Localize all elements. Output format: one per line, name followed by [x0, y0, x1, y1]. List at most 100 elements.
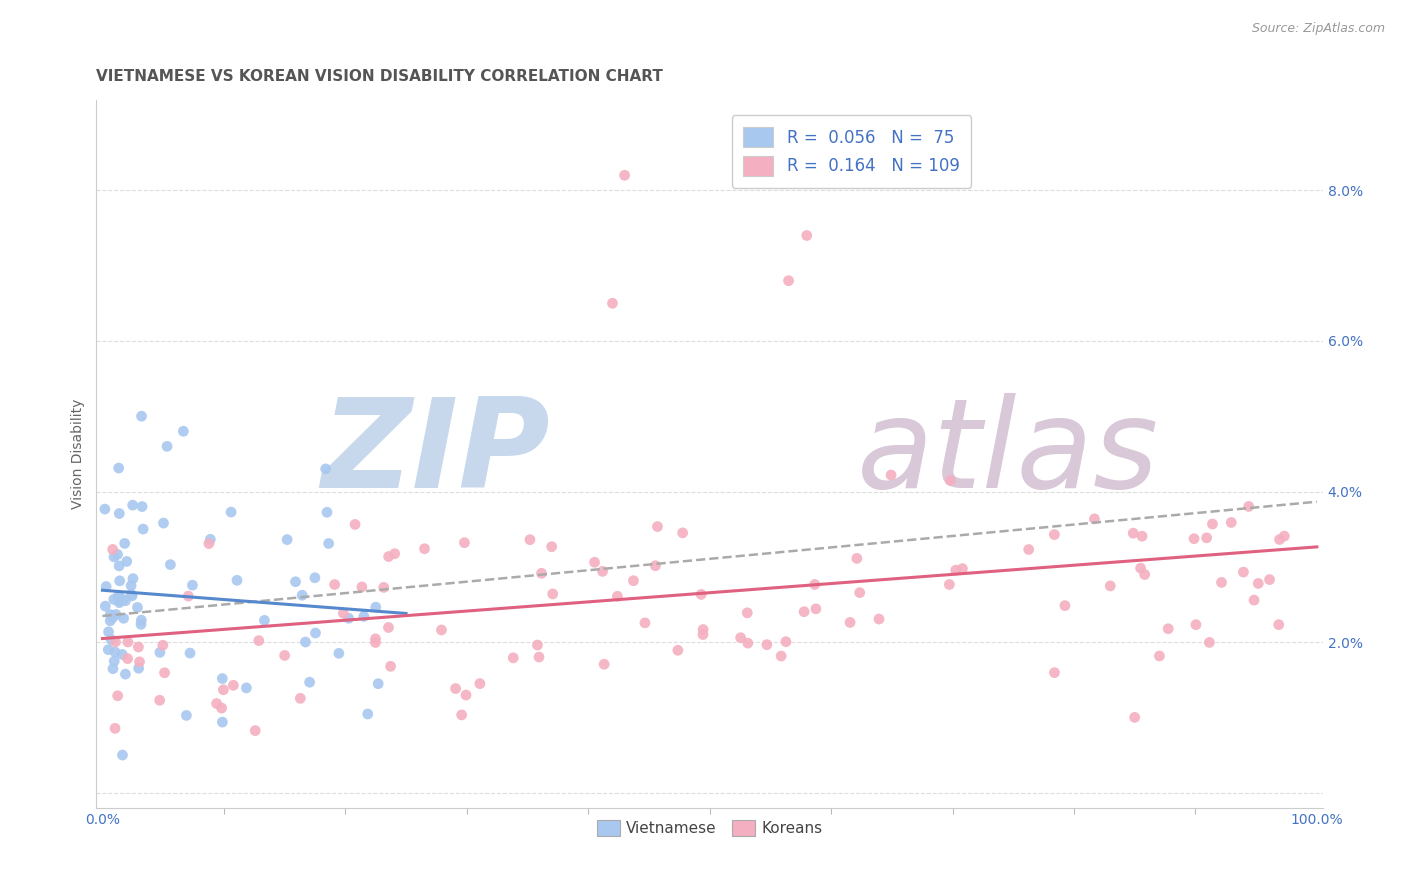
Point	[778, 274, 800, 288]
Point	[211, 672, 233, 686]
Point	[1043, 665, 1066, 680]
Point	[291, 588, 314, 602]
Point	[367, 677, 389, 691]
Point	[181, 578, 204, 592]
Point	[101, 610, 124, 624]
Point	[212, 682, 235, 697]
Point	[131, 500, 153, 514]
Point	[115, 554, 138, 568]
Point	[430, 623, 453, 637]
Point	[304, 571, 326, 585]
Point	[939, 474, 962, 488]
Point	[804, 602, 827, 616]
Point	[613, 168, 636, 182]
Point	[108, 558, 131, 573]
Point	[211, 715, 233, 730]
Point	[111, 747, 134, 762]
Point	[647, 519, 669, 533]
Point	[103, 549, 125, 564]
Point	[1243, 593, 1265, 607]
Point	[602, 296, 624, 310]
Point	[1122, 526, 1144, 541]
Point	[737, 606, 759, 620]
Point	[205, 697, 228, 711]
Point	[101, 662, 124, 676]
Point	[527, 650, 550, 665]
Point	[247, 633, 270, 648]
Point	[502, 650, 524, 665]
Point	[1053, 599, 1076, 613]
Point	[672, 525, 695, 540]
Point	[177, 589, 200, 603]
Point	[298, 675, 321, 690]
Point	[332, 607, 354, 621]
Point	[152, 516, 174, 530]
Point	[103, 592, 125, 607]
Point	[318, 536, 340, 550]
Point	[1198, 635, 1220, 649]
Point	[380, 659, 402, 673]
Point	[316, 505, 339, 519]
Point	[364, 600, 387, 615]
Point	[1258, 573, 1281, 587]
Point	[315, 462, 337, 476]
Point	[176, 708, 198, 723]
Point	[530, 566, 553, 581]
Point	[108, 590, 131, 604]
Point	[120, 587, 142, 601]
Point	[127, 600, 149, 615]
Point	[273, 648, 295, 663]
Point	[373, 581, 395, 595]
Point	[377, 620, 399, 634]
Y-axis label: Vision Disability: Vision Disability	[72, 399, 86, 509]
Point	[112, 593, 135, 607]
Point	[108, 596, 131, 610]
Point	[337, 611, 360, 625]
Point	[1201, 516, 1223, 531]
Point	[284, 574, 307, 589]
Point	[219, 505, 242, 519]
Point	[737, 636, 759, 650]
Point	[692, 623, 714, 637]
Point	[108, 574, 131, 588]
Point	[839, 615, 862, 630]
Point	[364, 632, 387, 646]
Point	[128, 661, 150, 675]
Point	[1099, 579, 1122, 593]
Point	[156, 439, 179, 453]
Point	[450, 707, 472, 722]
Point	[132, 522, 155, 536]
Point	[775, 634, 797, 648]
Point	[131, 409, 153, 424]
Point	[1185, 617, 1208, 632]
Point	[104, 645, 127, 659]
Point	[803, 577, 825, 591]
Point	[519, 533, 541, 547]
Point	[526, 638, 548, 652]
Point	[540, 540, 562, 554]
Legend: Vietnamese, Koreans: Vietnamese, Koreans	[591, 814, 828, 843]
Point	[222, 678, 245, 692]
Point	[153, 665, 176, 680]
Point	[149, 693, 172, 707]
Point	[131, 613, 153, 627]
Point	[1247, 576, 1270, 591]
Point	[103, 654, 125, 668]
Point	[453, 535, 475, 549]
Point	[100, 632, 122, 647]
Point	[104, 635, 127, 649]
Point	[276, 533, 298, 547]
Point	[583, 555, 606, 569]
Point	[1220, 516, 1243, 530]
Point	[97, 624, 120, 639]
Point	[245, 723, 267, 738]
Point	[377, 549, 399, 564]
Point	[114, 536, 136, 550]
Point	[149, 645, 172, 659]
Point	[690, 587, 713, 601]
Point	[172, 424, 194, 438]
Point	[128, 655, 150, 669]
Point	[593, 657, 616, 672]
Point	[179, 646, 201, 660]
Text: Source: ZipAtlas.com: Source: ZipAtlas.com	[1251, 22, 1385, 36]
